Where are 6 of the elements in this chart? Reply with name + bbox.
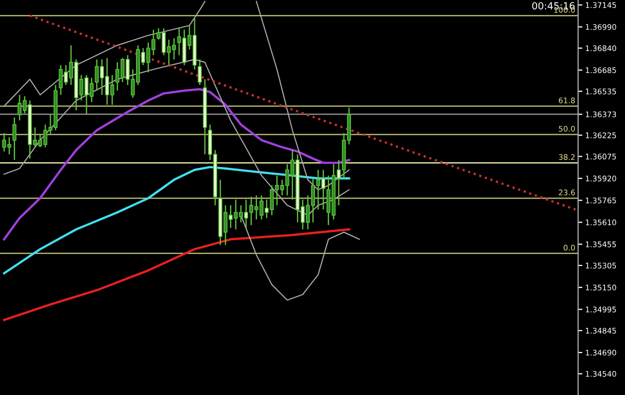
line-series — [3, 228, 350, 322]
candlestick — [198, 58, 202, 86]
candlestick — [12, 116, 16, 161]
line-series — [256, 0, 350, 190]
line-series — [3, 88, 350, 240]
line-series — [4, 0, 206, 107]
